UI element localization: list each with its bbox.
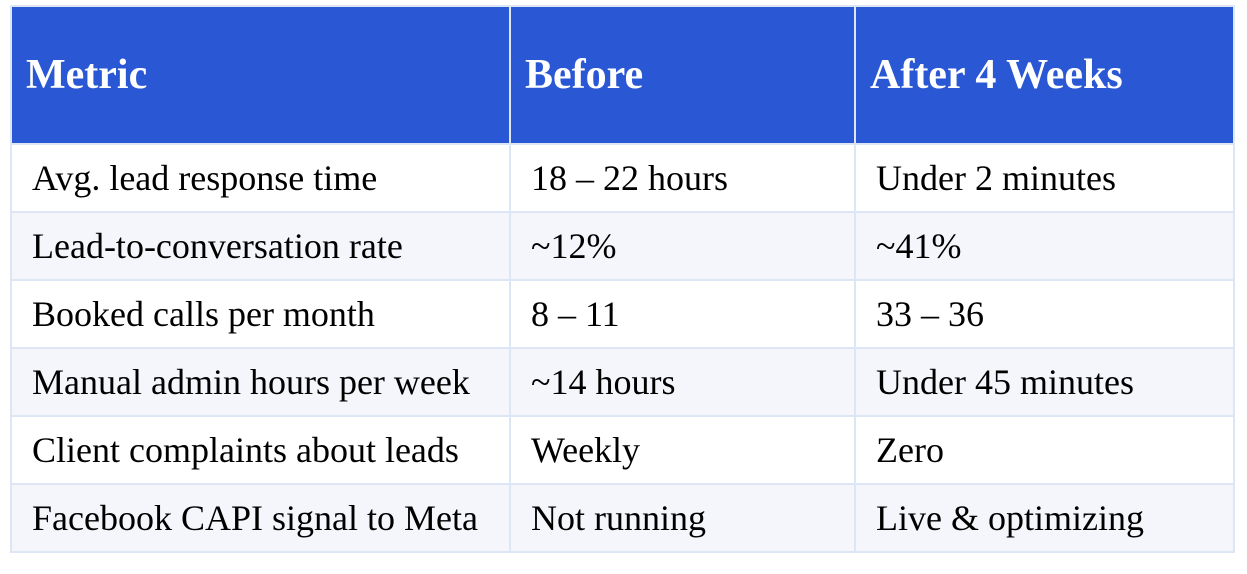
column-header-after: After 4 Weeks [854,5,1235,145]
table-row: Avg. lead response time 18 – 22 hours Un… [10,143,1235,213]
before-cell: Not running [509,483,856,553]
table-row: Client complaints about leads Weekly Zer… [10,415,1235,485]
before-cell: 18 – 22 hours [509,143,856,213]
metric-cell: Avg. lead response time [10,143,511,213]
table-row: Lead-to-conversation rate ~12% ~41% [10,211,1235,281]
after-cell: Under 45 minutes [854,347,1235,417]
header-row: Metric Before After 4 Weeks [10,5,1235,145]
comparison-table-container: Metric Before After 4 Weeks Avg. lead re… [10,5,1235,553]
table-row: Manual admin hours per week ~14 hours Un… [10,347,1235,417]
metric-cell: Booked calls per month [10,279,511,349]
after-cell: Zero [854,415,1235,485]
after-cell: 33 – 36 [854,279,1235,349]
column-header-metric: Metric [10,5,511,145]
metric-cell: Lead-to-conversation rate [10,211,511,281]
table-row: Facebook CAPI signal to Meta Not running… [10,483,1235,553]
comparison-table: Metric Before After 4 Weeks Avg. lead re… [10,5,1235,553]
column-header-before: Before [509,5,856,145]
table-row: Booked calls per month 8 – 11 33 – 36 [10,279,1235,349]
metric-cell: Facebook CAPI signal to Meta [10,483,511,553]
before-cell: Weekly [509,415,856,485]
before-cell: 8 – 11 [509,279,856,349]
after-cell: Live & optimizing [854,483,1235,553]
before-cell: ~14 hours [509,347,856,417]
after-cell: Under 2 minutes [854,143,1235,213]
metric-cell: Client complaints about leads [10,415,511,485]
before-cell: ~12% [509,211,856,281]
metric-cell: Manual admin hours per week [10,347,511,417]
after-cell: ~41% [854,211,1235,281]
